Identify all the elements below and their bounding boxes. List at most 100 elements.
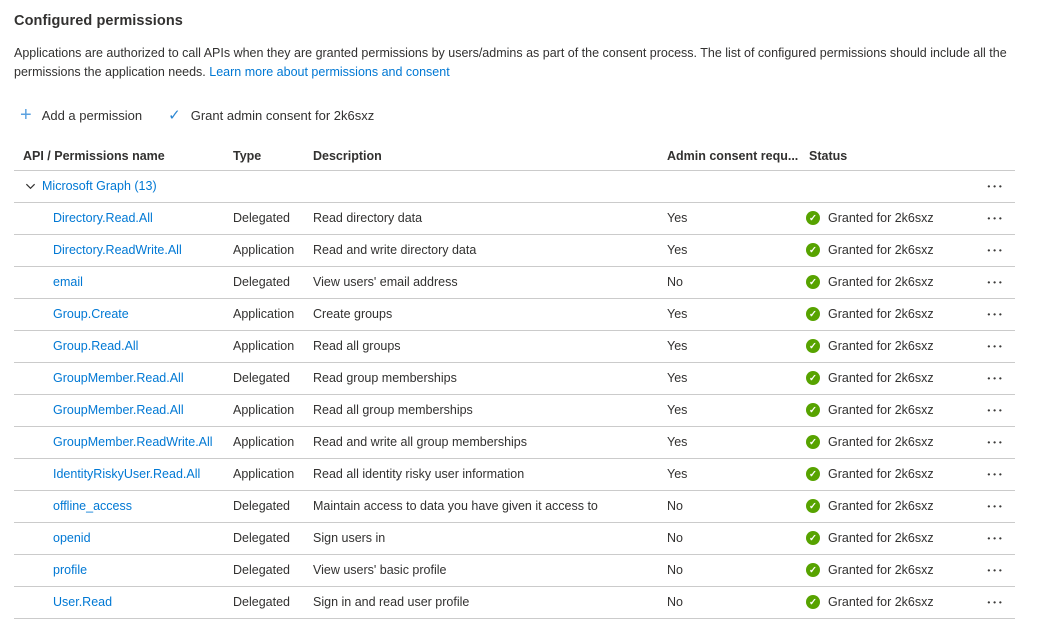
table-row: IdentityRiskyUser.Read.All Application R… [14, 459, 1015, 491]
description-body: Applications are authorized to call APIs… [14, 46, 1007, 80]
permission-type: Delegated [233, 499, 290, 514]
admin-consent-required-value: Yes [667, 339, 688, 354]
add-permission-label: Add a permission [41, 108, 143, 124]
granted-check-icon: ✓ [806, 403, 820, 418]
more-menu-icon[interactable]: ••• [987, 469, 1005, 479]
more-menu-icon[interactable]: ••• [987, 213, 1005, 223]
table-row: profile Delegated View users' basic prof… [14, 555, 1015, 587]
admin-consent-required-value: No [667, 563, 683, 578]
permission-rows: Directory.Read.All Delegated Read direct… [14, 203, 1015, 619]
permission-name-link[interactable]: Group.Read.All [53, 339, 139, 354]
permission-name-link[interactable]: profile [53, 563, 88, 578]
admin-consent-required-value: No [667, 499, 683, 514]
permission-description: Read and write all group memberships [313, 435, 527, 450]
granted-check-icon: ✓ [806, 243, 820, 258]
column-header-api-permissions-name: API / Permissions name [23, 149, 165, 164]
column-header-description: Description [313, 149, 382, 164]
table-row: offline_access Delegated Maintain access… [14, 491, 1015, 523]
column-header-status: Status [809, 149, 848, 164]
permission-name-link[interactable]: GroupMember.ReadWrite.All [53, 435, 213, 450]
page-title: Configured permissions [14, 13, 183, 29]
permission-name-link[interactable]: offline_access [53, 499, 132, 514]
table-row: openid Delegated Sign users in No ✓ Gran… [14, 523, 1015, 555]
learn-more-link[interactable]: Learn more about permissions and consent [209, 65, 450, 80]
permission-description: View users' email address [313, 275, 458, 290]
more-menu-icon[interactable]: ••• [987, 501, 1005, 511]
granted-check-icon: ✓ [806, 595, 820, 610]
grant-admin-consent-button[interactable]: ✓ Grant admin consent for 2k6sxz [162, 104, 384, 128]
column-header-type: Type [233, 149, 262, 164]
more-menu-icon[interactable]: ••• [987, 181, 1005, 191]
status-granted-text: Granted for 2k6sxz [828, 595, 934, 610]
permission-description: Maintain access to data you have given i… [313, 499, 598, 514]
status-granted-text: Granted for 2k6sxz [828, 435, 934, 450]
permission-name-link[interactable]: User.Read [53, 595, 113, 610]
status-granted-text: Granted for 2k6sxz [828, 531, 934, 546]
status-granted-text: Granted for 2k6sxz [828, 499, 934, 514]
add-permission-button[interactable]: + Add a permission [14, 104, 152, 128]
permission-type: Application [233, 307, 295, 322]
status-granted-text: Granted for 2k6sxz [828, 307, 934, 322]
more-menu-icon[interactable]: ••• [987, 277, 1005, 287]
table-row: Group.Create Application Create groups Y… [14, 299, 1015, 331]
permission-name-link[interactable]: IdentityRiskyUser.Read.All [53, 467, 201, 482]
status-cell: ✓ Granted for 2k6sxz [806, 531, 975, 546]
status-granted-text: Granted for 2k6sxz [828, 467, 934, 482]
permission-name-link[interactable]: Directory.ReadWrite.All [53, 243, 182, 258]
description-text: Applications are authorized to call APIs… [14, 44, 1009, 83]
granted-check-icon: ✓ [806, 531, 820, 546]
more-menu-icon[interactable]: ••• [987, 341, 1005, 351]
admin-consent-required-value: No [667, 531, 683, 546]
more-menu-icon[interactable]: ••• [987, 565, 1005, 575]
permission-description: Create groups [313, 307, 393, 322]
permission-name-link[interactable]: GroupMember.Read.All [53, 403, 184, 418]
granted-check-icon: ✓ [806, 563, 820, 578]
permission-type: Application [233, 243, 295, 258]
status-cell: ✓ Granted for 2k6sxz [806, 435, 975, 450]
permission-type: Application [233, 403, 295, 418]
status-granted-text: Granted for 2k6sxz [828, 371, 934, 386]
permission-description: Read and write directory data [313, 243, 477, 258]
permission-description: Read all group memberships [313, 403, 473, 418]
permission-type: Application [233, 435, 295, 450]
permission-type: Delegated [233, 211, 290, 226]
permission-description: View users' basic profile [313, 563, 447, 578]
more-menu-icon[interactable]: ••• [987, 597, 1005, 607]
granted-check-icon: ✓ [806, 211, 820, 226]
permission-description: Sign in and read user profile [313, 595, 470, 610]
chevron-down-icon[interactable] [24, 180, 36, 192]
permission-name-link[interactable]: GroupMember.Read.All [53, 371, 184, 386]
permission-name-link[interactable]: Group.Create [53, 307, 129, 322]
permission-type: Delegated [233, 531, 290, 546]
more-menu-icon[interactable]: ••• [987, 437, 1005, 447]
more-menu-icon[interactable]: ••• [987, 373, 1005, 383]
permission-description: Read group memberships [313, 371, 457, 386]
admin-consent-required-value: Yes [667, 371, 688, 386]
granted-check-icon: ✓ [806, 371, 820, 386]
table-row: email Delegated View users' email addres… [14, 267, 1015, 299]
admin-consent-required-value: Yes [667, 403, 688, 418]
grant-admin-consent-label: Grant admin consent for 2k6sxz [190, 108, 375, 124]
more-menu-icon[interactable]: ••• [987, 405, 1005, 415]
granted-check-icon: ✓ [806, 339, 820, 354]
more-menu-icon[interactable]: ••• [987, 309, 1005, 319]
table-row: User.Read Delegated Sign in and read use… [14, 587, 1015, 619]
permission-name-link[interactable]: Directory.Read.All [53, 211, 153, 226]
more-menu-icon[interactable]: ••• [987, 533, 1005, 543]
plus-icon: + [20, 103, 32, 126]
api-group-link[interactable]: Microsoft Graph (13) [42, 179, 157, 194]
status-cell: ✓ Granted for 2k6sxz [806, 371, 975, 386]
permission-description: Read all groups [313, 339, 401, 354]
more-menu-icon[interactable]: ••• [987, 245, 1005, 255]
admin-consent-required-value: Yes [667, 307, 688, 322]
permission-name-link[interactable]: email [53, 275, 83, 290]
admin-consent-required-value: Yes [667, 435, 688, 450]
permission-name-link[interactable]: openid [53, 531, 91, 546]
status-granted-text: Granted for 2k6sxz [828, 243, 934, 258]
table-header-row: API / Permissions name Type Description … [14, 143, 1015, 171]
status-granted-text: Granted for 2k6sxz [828, 403, 934, 418]
status-cell: ✓ Granted for 2k6sxz [806, 339, 975, 354]
permission-description: Sign users in [313, 531, 386, 546]
granted-check-icon: ✓ [806, 499, 820, 514]
permission-type: Application [233, 339, 295, 354]
